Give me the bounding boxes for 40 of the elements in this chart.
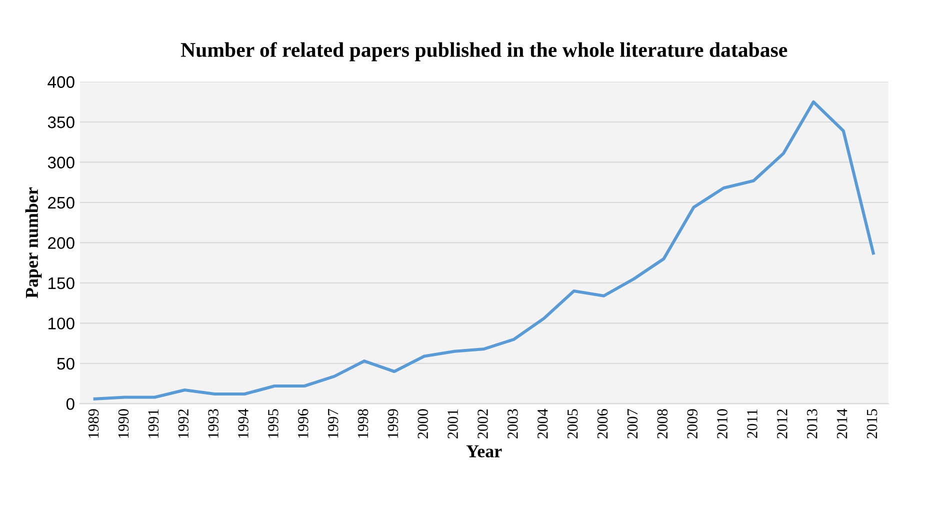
x-tick-label: 1998: [358, 409, 368, 438]
x-tick-label: 2003: [508, 409, 518, 438]
y-tick-label: 150: [48, 277, 74, 290]
y-tick-label: 400: [48, 76, 74, 88]
x-tick-label: 2008: [657, 409, 668, 438]
x-tick-label: 1990: [118, 409, 129, 438]
x-tick-label: 1999: [388, 409, 398, 438]
x-tick-label: 2000: [418, 409, 428, 438]
x-tick-label: 2011: [747, 409, 758, 438]
x-tick-label: 2009: [687, 409, 698, 438]
x-tick-label: 1991: [148, 409, 159, 438]
y-tick-label: 50: [57, 358, 74, 370]
y-tick-label: 350: [48, 116, 74, 128]
x-tick-label: 2014: [836, 408, 848, 438]
y-axis-title: Paper number: [25, 187, 42, 298]
x-tick-label: 1993: [208, 409, 218, 438]
x-tick-label: 1997: [328, 408, 338, 438]
x-tick-label: 2015: [866, 409, 878, 438]
y-tick-label: 300: [48, 156, 74, 168]
x-tick-label: 2010: [717, 409, 728, 438]
x-tick-label: 1989: [88, 409, 99, 438]
x-tick-label: 2013: [806, 409, 818, 438]
x-tick-label: 1995: [268, 409, 278, 438]
x-tick-label: 2005: [567, 409, 578, 438]
x-tick-label: 1996: [298, 409, 308, 438]
chart-title: Number of related papers published in the whole literature database: [180, 42, 788, 62]
x-tick-label: 2012: [777, 409, 788, 438]
x-tick-label: 2002: [478, 409, 488, 438]
x-tick-label: 2001: [448, 409, 458, 438]
x-axis-title: Year: [466, 445, 502, 458]
x-tick-label: 2004: [537, 408, 548, 438]
line-series: [93, 100, 875, 400]
x-tick-label: 2007: [627, 408, 638, 438]
y-tick-label: 0: [66, 398, 74, 410]
y-tick-label: 200: [48, 237, 74, 249]
y-tick-label: 100: [48, 318, 74, 330]
x-tick-label: 1994: [238, 408, 248, 438]
x-tick-label: 2006: [597, 409, 608, 438]
x-tick-label: 1992: [178, 409, 189, 438]
y-tick-label: 250: [48, 196, 74, 209]
